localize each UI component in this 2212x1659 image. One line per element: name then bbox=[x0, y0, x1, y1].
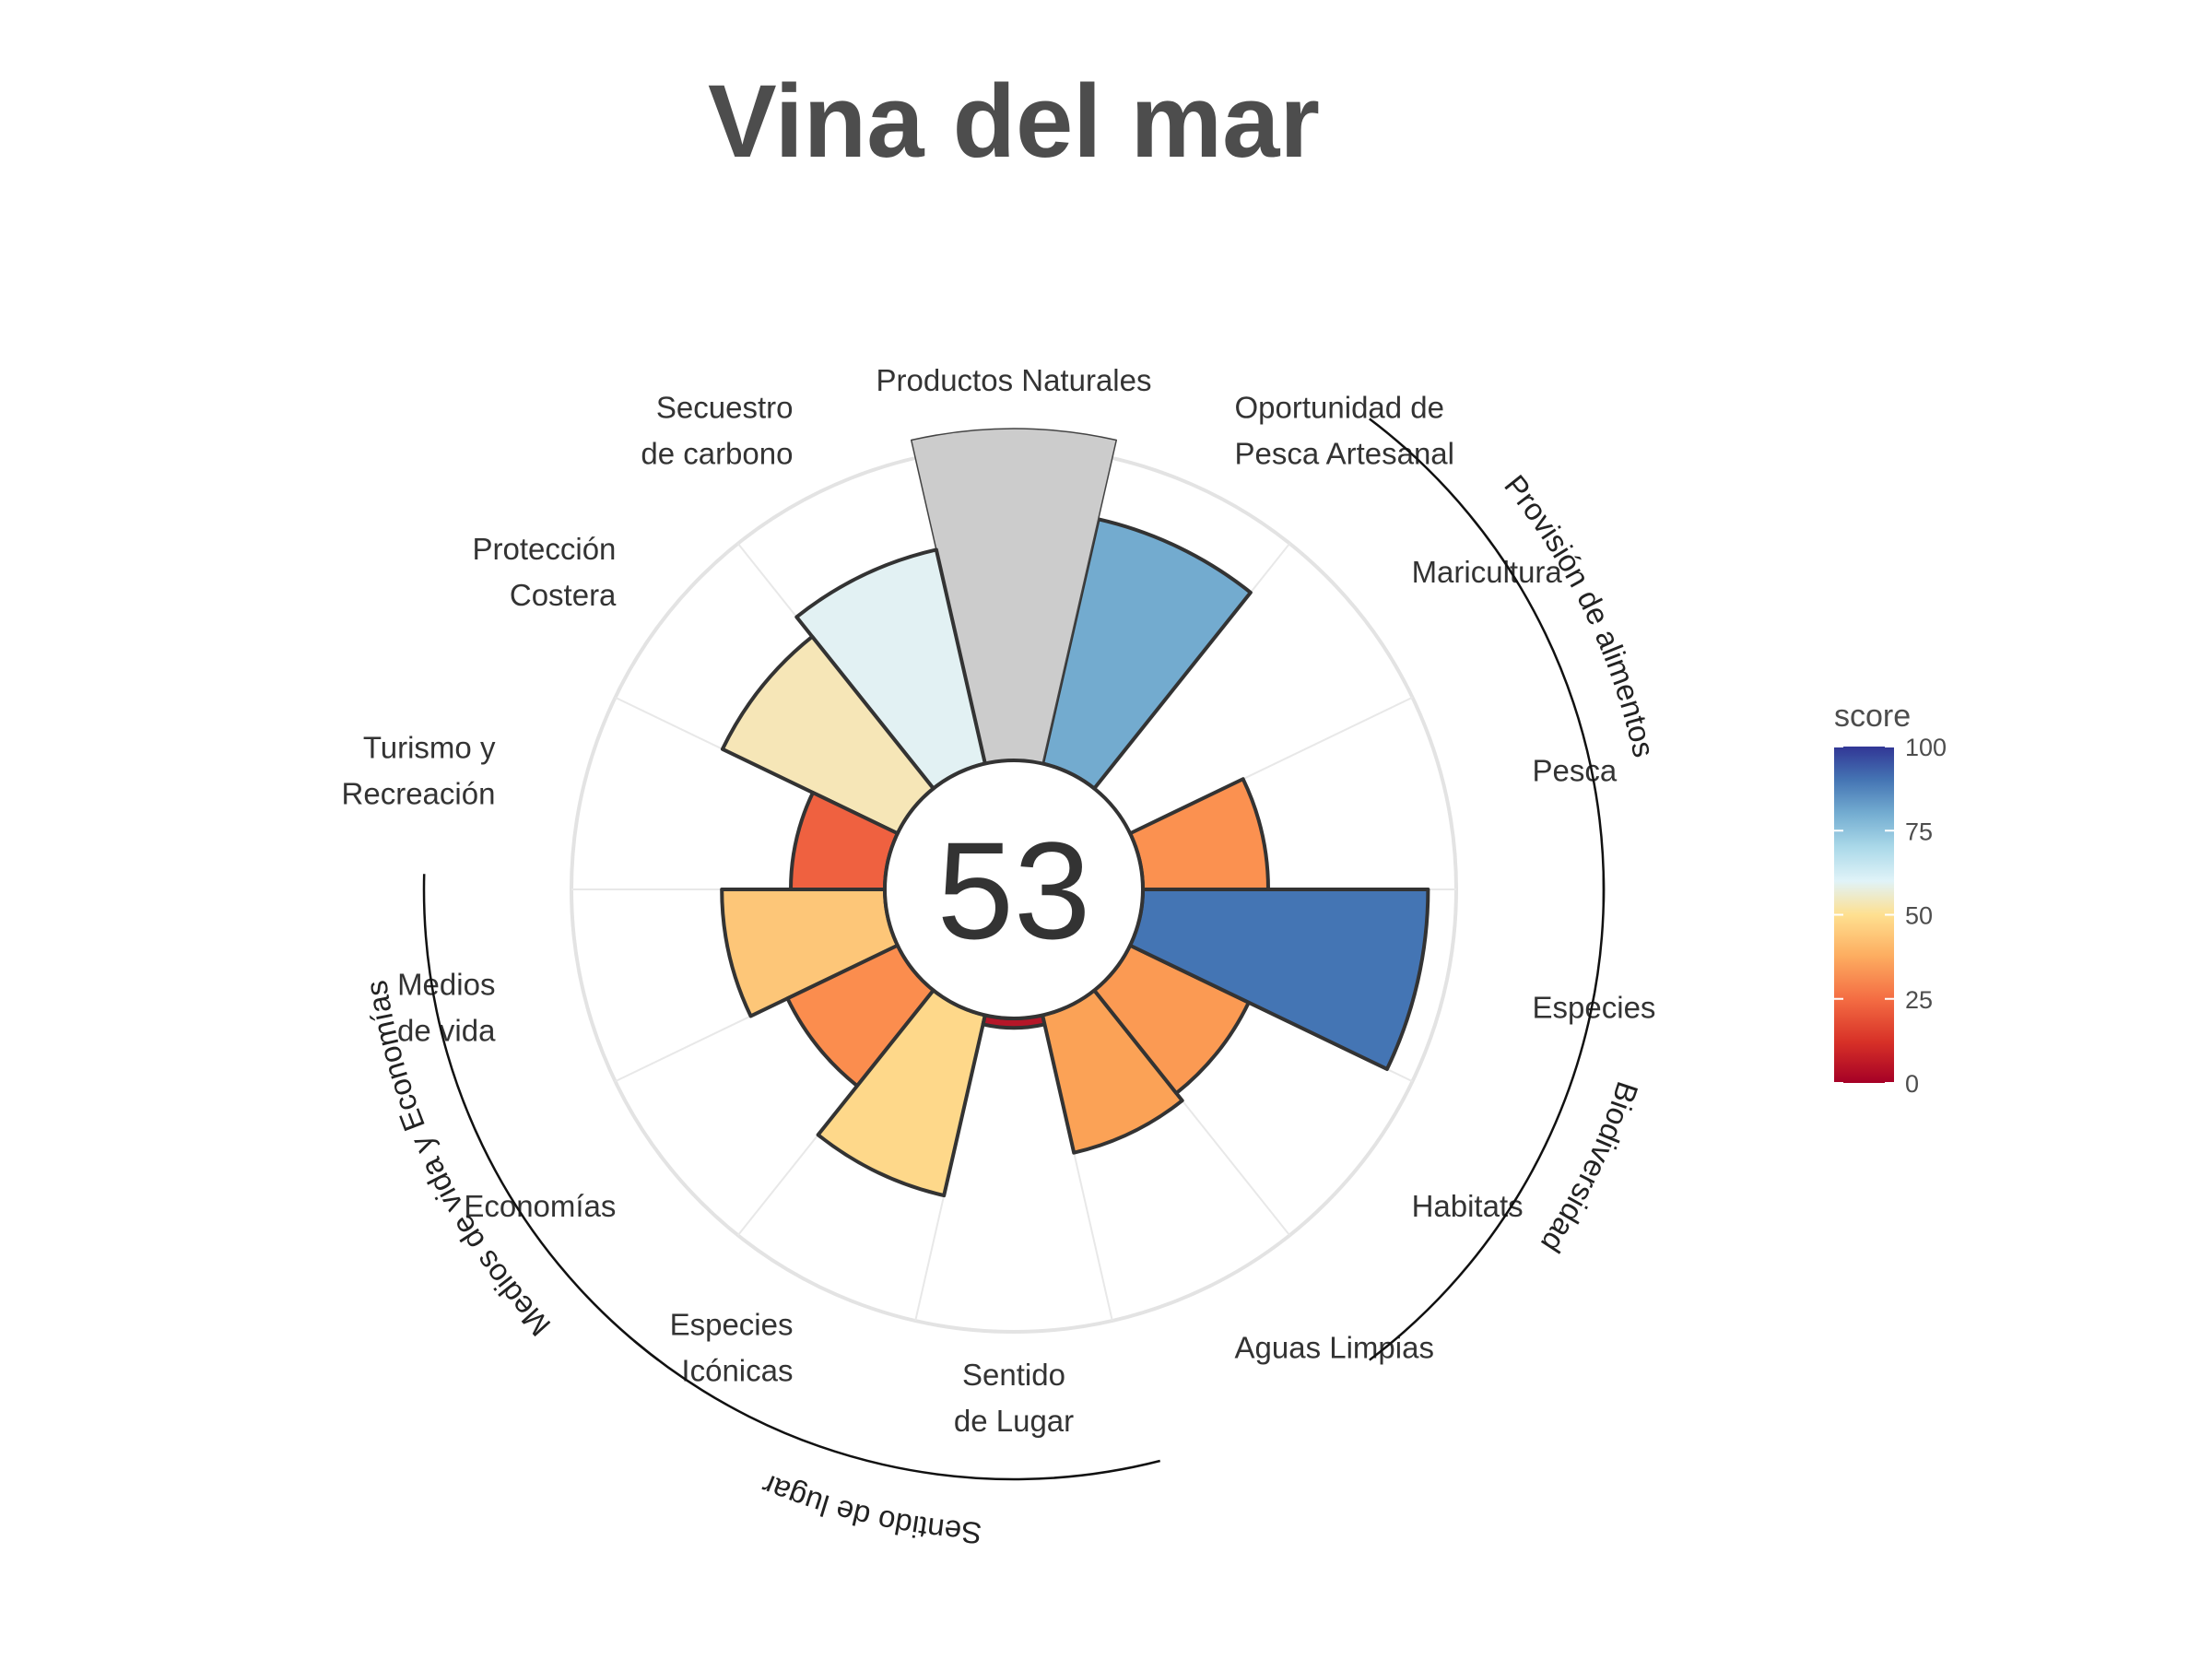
goal-label-oportunidad-de-pesca-artesanal: Oportunidad de Pesca Artesanal bbox=[1235, 391, 1454, 471]
center-circle: 53 bbox=[883, 759, 1145, 1020]
goal-label-line: Habitats bbox=[1412, 1189, 1524, 1223]
goal-label-aguas-limpias: Aguas Limpias bbox=[1235, 1330, 1434, 1364]
group-label-path bbox=[606, 1374, 1171, 1524]
group-arc-sentido-de-lugar bbox=[633, 1339, 1161, 1481]
goal-label-economias: Economías bbox=[464, 1189, 616, 1223]
goal-label-line: Turismo y bbox=[363, 731, 496, 765]
group-label-text: Sentido de lugar bbox=[757, 1467, 982, 1550]
goal-label-line: Secuestro bbox=[656, 391, 794, 425]
goal-label-line: Costera bbox=[510, 578, 617, 612]
chart-title: Vina del mar bbox=[708, 64, 1320, 179]
goal-label-pesca: Pesca bbox=[1533, 754, 1618, 788]
goal-label-line: Pesca bbox=[1533, 754, 1618, 788]
goal-label-line: Especies bbox=[670, 1307, 794, 1341]
goal-label-line: Pesca Artesanal bbox=[1235, 437, 1454, 471]
goal-label-line: Oportunidad de bbox=[1235, 391, 1445, 425]
group-arc-medios-de-vida-y-economias bbox=[422, 874, 659, 1361]
goal-label-turismo-y-recreacion: Turismo y Recreación bbox=[342, 731, 496, 811]
petal-pesca bbox=[1128, 777, 1270, 891]
goal-label-proteccion-costera: Protección Costera bbox=[473, 532, 618, 612]
goal-label-productos-naturales: Productos Naturales bbox=[877, 363, 1152, 397]
group-label-text: Provisión de alimentos bbox=[1498, 468, 1661, 760]
goal-label-line: Economías bbox=[464, 1189, 616, 1223]
group-label-provision-de-alimentos: Provisión de alimentos bbox=[1498, 468, 1661, 760]
legend-title: score bbox=[1834, 699, 1911, 734]
petals bbox=[720, 428, 1430, 1198]
legend-ticks: 0 25 50 75 100 bbox=[1834, 734, 1947, 1098]
goal-label-line: Protección bbox=[473, 532, 617, 566]
goal-label-line: Medios bbox=[397, 967, 495, 1001]
legend-colorbar bbox=[1834, 747, 1894, 1083]
center-disc bbox=[883, 759, 1145, 1020]
group-arc-provision-de-alimentos bbox=[1369, 418, 1606, 905]
goal-labels: Pesca Maricultura Oportunidad de Pesca Arte… bbox=[342, 363, 1656, 1438]
goal-label-line: Productos Naturales bbox=[877, 363, 1152, 397]
goal-label-line: Aguas Limpias bbox=[1235, 1330, 1434, 1364]
goal-label-line: Recreación bbox=[342, 777, 496, 811]
goal-label-especies-iconicas: Especies Icónicas bbox=[670, 1307, 794, 1387]
goal-label-line: de Lugar bbox=[954, 1404, 1074, 1438]
legend-tick-label: 75 bbox=[1905, 818, 1933, 845]
group-label-text: Biodiversidad bbox=[1535, 1077, 1645, 1259]
goal-label-sentido-de-lugar: Sentido de Lugar bbox=[954, 1358, 1074, 1438]
legend-tick-label: 0 bbox=[1905, 1070, 1919, 1098]
score-legend: score 0 25 50 75 100 bbox=[1834, 699, 1947, 1098]
legend-tick-label: 100 bbox=[1905, 734, 1947, 761]
group-arc-biodiversidad bbox=[1369, 874, 1606, 1361]
goal-label-line: de carbono bbox=[641, 437, 793, 471]
goal-label-line: Maricultura bbox=[1412, 555, 1563, 589]
goal-label-maricultura: Maricultura bbox=[1412, 555, 1563, 589]
group-label-biodiversidad: Biodiversidad bbox=[1535, 1077, 1645, 1259]
goal-label-medios-de-vida: Medios de vida bbox=[397, 967, 496, 1047]
legend-tick-label: 25 bbox=[1905, 986, 1933, 1014]
goal-label-line: Icónicas bbox=[681, 1353, 793, 1387]
legend-tick-label: 50 bbox=[1905, 902, 1933, 930]
goal-label-line: de vida bbox=[397, 1013, 496, 1047]
goal-label-secuestro-de-carbono: Secuestro de carbono bbox=[641, 391, 793, 471]
center-score: 53 bbox=[937, 813, 1091, 968]
group-label-sentido-de-lugar: Sentido de lugar bbox=[757, 1467, 982, 1550]
goal-label-line: Sentido bbox=[962, 1358, 1065, 1392]
goal-label-habitats: Habitats bbox=[1412, 1189, 1524, 1223]
